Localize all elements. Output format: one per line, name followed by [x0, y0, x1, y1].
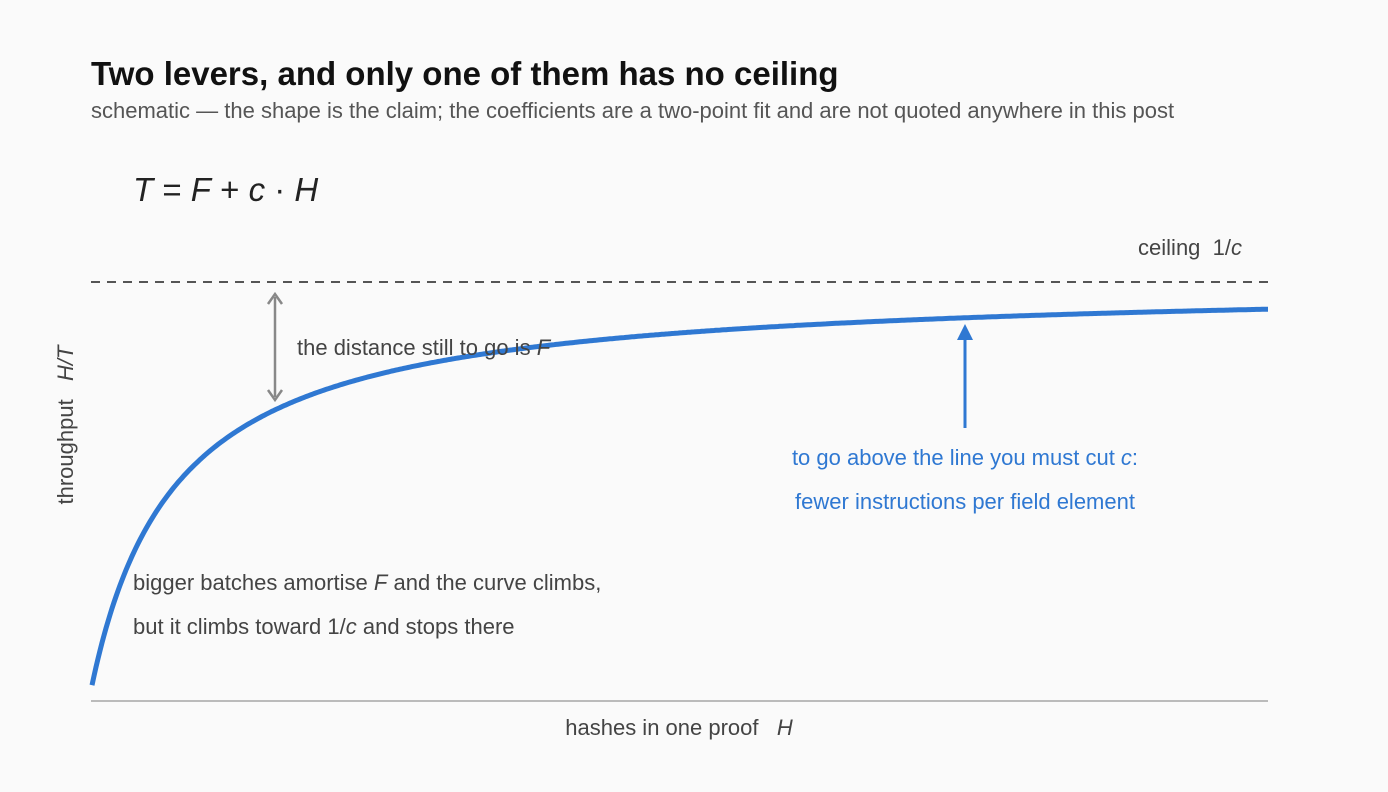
ceiling-label: ceiling 1/c: [1138, 235, 1242, 260]
label-part: to go above the line you must cut: [792, 445, 1121, 470]
label-part: H/T: [53, 344, 78, 381]
formula-part: ·: [265, 171, 294, 208]
x-axis-label: hashes in one proof H: [565, 715, 793, 740]
formula-part: =: [153, 171, 191, 208]
label-part: ceiling 1/: [1138, 235, 1232, 260]
label-part: H: [777, 715, 793, 740]
cut-label: to go above the line you must cut c:: [792, 445, 1138, 470]
formula-part: c: [249, 171, 266, 208]
label-part: but it climbs toward 1/: [133, 614, 347, 639]
y-axis-label: throughput H/T: [53, 344, 78, 505]
label-part: fewer instructions per field element: [795, 489, 1135, 514]
label-part: throughput: [53, 381, 78, 505]
label-part: and stops there: [357, 614, 515, 639]
label-part: F: [374, 570, 389, 595]
curve-label: bigger batches amortise F and the curve …: [133, 570, 601, 595]
gap-label: the distance still to go is F: [297, 335, 552, 360]
cut-arrow: [957, 324, 973, 428]
label-part: and the curve climbs,: [387, 570, 601, 595]
label-part: c: [1121, 445, 1132, 470]
gap-arrow: [266, 291, 284, 403]
formula-part: +: [211, 171, 249, 208]
label-part: the distance still to go is: [297, 335, 537, 360]
label-part: hashes in one proof: [565, 715, 777, 740]
title: Two levers, and only one of them has no …: [91, 55, 839, 92]
cut-label: fewer instructions per field element: [795, 489, 1135, 514]
label-part: :: [1132, 445, 1138, 470]
curve-label: but it climbs toward 1/c and stops there: [133, 614, 515, 639]
label-part: c: [1231, 235, 1242, 260]
label-part: bigger batches amortise: [133, 570, 374, 595]
label-part: F: [537, 335, 552, 360]
formula-part: T: [133, 171, 156, 208]
formula: T = F + c · H: [133, 171, 318, 208]
subtitle: schematic — the shape is the claim; the …: [91, 98, 1174, 123]
throughput-curve: [89, 306, 1268, 686]
label-part: c: [346, 614, 357, 639]
formula-part: H: [294, 171, 318, 208]
formula-part: F: [191, 171, 213, 208]
